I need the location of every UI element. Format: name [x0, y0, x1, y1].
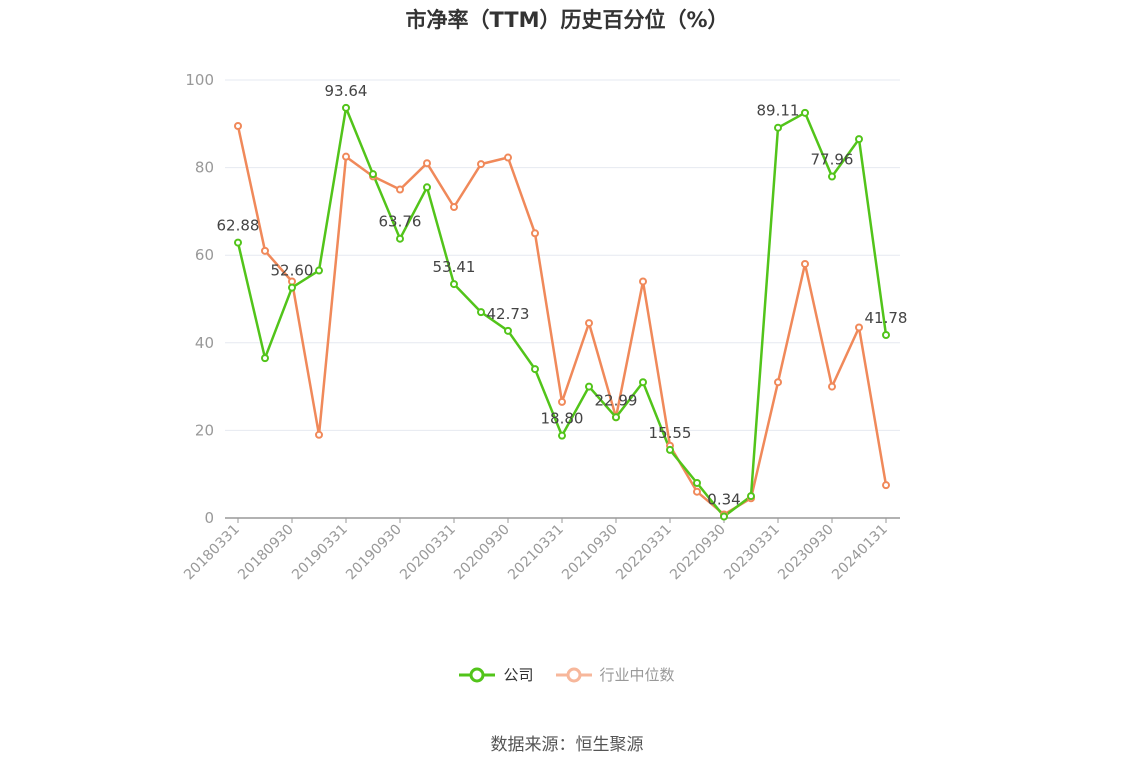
data-label: 62.88 [217, 217, 260, 235]
data-point [774, 123, 782, 132]
y-tick-label: 0 [204, 509, 214, 527]
data-point [423, 183, 431, 192]
data-point [396, 185, 404, 194]
grid-lines [225, 79, 900, 431]
data-point [801, 259, 809, 268]
x-tick-label: 20210331 [505, 522, 567, 584]
data-label: 0.34 [707, 491, 740, 509]
data-label: 53.41 [433, 258, 476, 276]
data-point [558, 431, 566, 440]
series-line [236, 106, 888, 518]
data-point [801, 108, 809, 117]
data-label: 15.55 [649, 424, 692, 442]
x-tick-label: 20230930 [775, 522, 837, 584]
legend-swatch-company-icon [459, 667, 496, 682]
data-source-note: 数据来源：恒生聚源 [490, 735, 644, 755]
legend-label-industry: 行业中位数 [599, 666, 675, 684]
data-labels: 62.88 52.60 93.64 63.76 53.41 42.73 18.80 22.99… [217, 82, 908, 509]
legend-label-company: 公司 [503, 666, 534, 684]
legend-item-company[interactable]: 公司 [459, 664, 534, 685]
data-point [855, 135, 863, 144]
data-point [720, 512, 728, 521]
legend: 公司 行业中位数 [0, 664, 1134, 685]
data-label: 41.78 [865, 309, 908, 327]
data-point [558, 397, 566, 406]
data-point [585, 319, 593, 328]
data-point [288, 283, 296, 292]
data-point [261, 354, 269, 363]
x-tick-label: 20200930 [451, 522, 513, 584]
data-label: 42.73 [487, 305, 530, 323]
data-label: 18.80 [541, 410, 584, 428]
data-point [747, 492, 755, 501]
data-label: 63.76 [379, 213, 422, 231]
data-point [828, 172, 836, 181]
data-point [342, 152, 350, 161]
data-point [774, 378, 782, 387]
legend-swatch-industry-icon [555, 667, 592, 682]
data-point [261, 246, 269, 255]
x-tick-label: 20230331 [721, 522, 783, 584]
data-point [315, 266, 323, 275]
data-label: 52.60 [271, 262, 314, 280]
data-point [693, 487, 701, 496]
data-point [855, 323, 863, 332]
data-point [234, 121, 242, 130]
y-tick-label: 20 [195, 421, 214, 439]
x-tick-label: 20190331 [289, 522, 351, 584]
data-point [504, 326, 512, 335]
data-point [450, 280, 458, 289]
data-point [639, 277, 647, 286]
x-tick-label: 20180331 [181, 522, 243, 584]
data-point [639, 378, 647, 387]
x-tick-label: 20220930 [667, 522, 729, 584]
data-point [882, 331, 890, 340]
y-tick-label: 40 [195, 334, 214, 352]
x-tick-label: 20190930 [343, 522, 405, 584]
data-label: 93.64 [325, 82, 368, 100]
chart-title: 市净率（TTM）历史百分位（%） [405, 8, 729, 32]
data-point [477, 308, 485, 317]
y-tick-label: 80 [195, 159, 214, 177]
data-point [396, 234, 404, 243]
y-tick-label: 60 [195, 246, 214, 264]
data-point [234, 238, 242, 247]
data-point [450, 203, 458, 212]
series-lines [236, 106, 888, 518]
data-point [531, 229, 539, 238]
data-point [369, 170, 377, 179]
data-label: 89.11 [757, 102, 800, 120]
data-point [693, 478, 701, 487]
x-tick-label: 20180930 [235, 522, 297, 584]
y-tick-label: 100 [185, 71, 214, 89]
data-point [504, 153, 512, 162]
x-tick-label: 20200331 [397, 522, 459, 584]
data-point [423, 159, 431, 168]
x-tick-label: 20220331 [613, 522, 675, 584]
data-point [585, 382, 593, 391]
data-point [315, 430, 323, 439]
data-point [666, 445, 674, 454]
series-line [236, 125, 888, 516]
axes: 0 20 40 60 80 100 2018033120180930201903312019… [181, 71, 900, 583]
data-point [882, 481, 890, 490]
data-point [531, 365, 539, 374]
data-point [342, 103, 350, 112]
data-point [828, 382, 836, 391]
x-tick-label: 20240131 [829, 522, 891, 584]
data-label: 22.99 [595, 391, 638, 409]
data-label: 77.96 [811, 151, 854, 169]
x-tick-label: 20210930 [559, 522, 621, 584]
legend-item-industry[interactable]: 行业中位数 [555, 664, 675, 685]
data-point [477, 160, 485, 169]
data-points [234, 103, 890, 521]
data-point [612, 413, 620, 422]
